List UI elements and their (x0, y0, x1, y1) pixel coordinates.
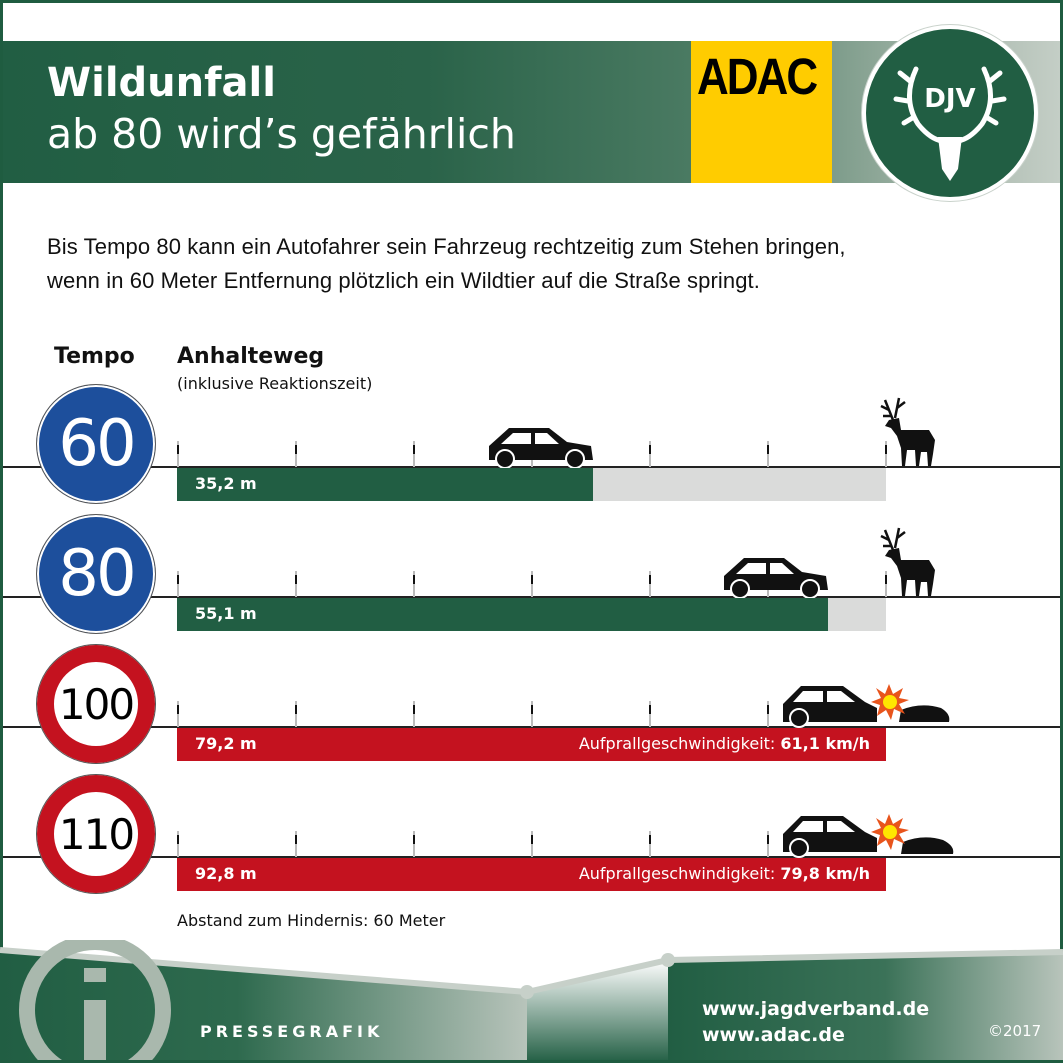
stopping-distance-label: 35,2 m (195, 474, 257, 493)
roadside-post (767, 441, 769, 467)
speed-limit-sign-100: 100 (36, 644, 156, 764)
footer-links: www.jagdverband.de www.adac.de (702, 996, 929, 1048)
speed-row-110: 92,8 m Aufprallgeschwindigkeit: 79,8 km/… (3, 774, 1060, 904)
roadside-post (767, 701, 769, 727)
adac-logo-text: ADAC (697, 49, 818, 106)
stopping-distance-bar: 79,2 m Aufprallgeschwindigkeit: 61,1 km/… (177, 728, 886, 761)
collision-icon (783, 684, 950, 728)
roadside-post (413, 831, 415, 857)
footer-band (0, 940, 1063, 1063)
roadside-post (413, 571, 415, 597)
roadside-post (413, 701, 415, 727)
svg-text:DJV: DJV (924, 84, 975, 114)
roadside-post (649, 701, 651, 727)
column-subheader: (inklusive Reaktionszeit) (177, 374, 373, 393)
stopping-distance-label: 55,1 m (195, 604, 257, 623)
impact-speed-value: 79,8 km/h (780, 864, 870, 883)
roadside-post (295, 831, 297, 857)
intro-line-1: Bis Tempo 80 kann ein Autofahrer sein Fa… (47, 234, 846, 259)
car-icon (489, 428, 593, 468)
roadside-post (531, 831, 533, 857)
column-header-anhalteweg: Anhalteweg (177, 344, 325, 369)
impact-speed-label: Aufprallgeschwindigkeit: 79,8 km/h (578, 864, 870, 883)
collision-icon (783, 814, 954, 858)
roadside-post (177, 701, 179, 727)
page-title: Wildunfall (47, 60, 276, 106)
road-line (3, 726, 1060, 728)
roadside-post (885, 441, 887, 467)
copyright: ©2017 (988, 1022, 1042, 1040)
roadside-post (531, 571, 533, 597)
stopping-distance-bar: 55,1 m (177, 598, 828, 631)
roadside-post (649, 831, 651, 857)
link-adac[interactable]: www.adac.de (702, 1024, 845, 1046)
speed-row-100: 79,2 m Aufprallgeschwindigkeit: 61,1 km/… (3, 644, 1060, 774)
obstacle-distance-note: Abstand zum Hindernis: 60 Meter (177, 911, 446, 930)
roadside-post (295, 571, 297, 597)
link-jagdverband[interactable]: www.jagdverband.de (702, 998, 930, 1020)
info-icon (19, 940, 171, 1063)
roadside-post (295, 701, 297, 727)
road-line (3, 596, 1060, 598)
page-subtitle: ab 80 wird’s gefährlich (47, 110, 516, 158)
column-header-tempo: Tempo (54, 344, 135, 369)
roadside-post (177, 831, 179, 857)
impact-speed-value: 61,1 km/h (780, 734, 870, 753)
roadside-post (885, 571, 887, 597)
deer-icon (880, 527, 935, 596)
roadside-post (177, 441, 179, 467)
impact-speed-label: Aufprallgeschwindigkeit: 61,1 km/h (578, 734, 870, 753)
speed-row-80: 55,1 m 80 (3, 514, 1060, 644)
roadside-post (177, 571, 179, 597)
stopping-distance-label: 92,8 m (195, 864, 257, 883)
speed-sign-60: 60 (36, 384, 156, 504)
roadside-post (767, 831, 769, 857)
roadside-post (649, 441, 651, 467)
road-line (3, 856, 1060, 858)
speed-limit-sign-110: 110 (36, 774, 156, 894)
djv-logo: DJV (862, 25, 1038, 201)
deer-icon (880, 397, 935, 466)
adac-logo: ADAC (691, 41, 832, 183)
stopping-distance-bar: 92,8 m Aufprallgeschwindigkeit: 79,8 km/… (177, 858, 886, 891)
speed-sign-80: 80 (36, 514, 156, 634)
roadside-post (531, 701, 533, 727)
road-line (3, 466, 1060, 468)
stopping-distance-bar: 35,2 m (177, 468, 593, 501)
roadside-post (649, 571, 651, 597)
stag-head-icon: DJV (893, 66, 1007, 181)
roadside-post (295, 441, 297, 467)
speed-row-60: 35,2 m 60 (3, 384, 1060, 514)
intro-line-2: wenn in 60 Meter Entfernung plötzlich ei… (47, 268, 760, 293)
roadside-post (413, 441, 415, 467)
intro-text: Bis Tempo 80 kann ein Autofahrer sein Fa… (47, 230, 846, 298)
car-icon (724, 558, 828, 598)
stopping-distance-label: 79,2 m (195, 734, 257, 753)
pressegrafik-label: PRESSEGRAFIK (200, 1022, 384, 1041)
